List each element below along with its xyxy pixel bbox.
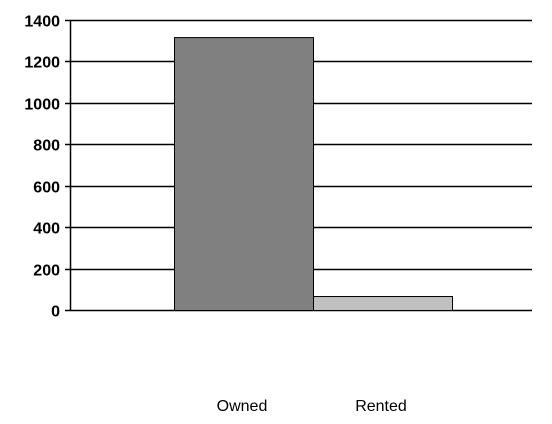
y-tick-label: 400: [33, 221, 60, 238]
legend-label-rented: Rented: [355, 398, 407, 415]
bar-owned: [174, 37, 314, 311]
y-tick-label: 800: [33, 138, 60, 155]
bar-rented: [313, 296, 453, 311]
bars: [174, 37, 453, 311]
y-tick-labels: 0 200 400 600 800 1000 1200 1400: [24, 14, 60, 321]
y-tick-label: 200: [33, 263, 60, 280]
y-tick-label: 0: [51, 304, 60, 321]
y-tick-label: 600: [33, 180, 60, 197]
y-tick-label: 1200: [24, 55, 60, 72]
legend-label-owned: Owned: [217, 398, 268, 415]
y-tick-label: 1000: [24, 97, 60, 114]
y-tick-label: 1400: [24, 14, 60, 31]
legend: Owned Rented: [217, 398, 407, 415]
